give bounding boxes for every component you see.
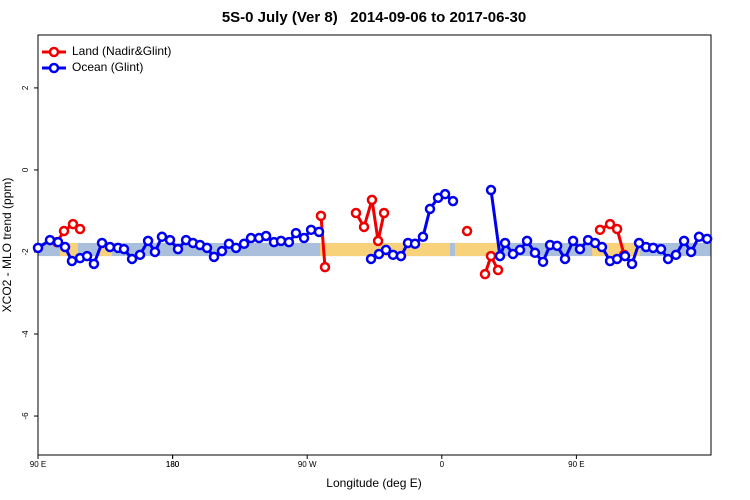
data-point <box>662 253 674 265</box>
data-point <box>298 232 310 244</box>
data-point <box>208 251 220 263</box>
data-point <box>365 253 377 265</box>
data-point <box>594 224 606 236</box>
y-axis-label: XCO2 - MLO trend (ppm) <box>0 178 14 313</box>
data-point <box>596 241 608 253</box>
data-point <box>567 235 579 247</box>
y-tick-label: -2 <box>21 248 30 256</box>
data-point <box>44 234 56 246</box>
data-point <box>290 227 302 239</box>
data-point <box>701 233 713 245</box>
data-point <box>118 243 130 255</box>
data-point <box>424 203 436 215</box>
data-point <box>372 235 384 247</box>
x-tick-label: 90 W <box>298 460 317 469</box>
data-point <box>230 242 242 254</box>
data-point <box>611 223 623 235</box>
data-point <box>350 207 362 219</box>
data-point <box>366 194 378 206</box>
y-tick-label: 2 <box>21 85 30 90</box>
data-point <box>380 244 392 256</box>
y-tick-label: 0 <box>21 167 30 172</box>
data-point <box>494 250 506 262</box>
data-point <box>88 258 100 270</box>
data-point <box>670 249 682 261</box>
data-point <box>104 241 116 253</box>
data-point <box>479 268 491 280</box>
data-point <box>678 235 690 247</box>
data-point <box>319 261 331 273</box>
data-point <box>149 246 161 258</box>
data-point <box>447 195 459 207</box>
data-point <box>693 231 705 243</box>
data-point <box>74 223 86 235</box>
x-tick-label: 180 <box>166 460 180 469</box>
data-point <box>52 236 64 248</box>
data-point <box>59 241 71 253</box>
data-point <box>439 188 451 200</box>
legend-label: Land (Nadir&Glint) <box>72 44 171 58</box>
data-point <box>164 234 176 246</box>
data-point <box>647 242 659 254</box>
data-point <box>275 235 287 247</box>
data-point <box>417 231 429 243</box>
data-point <box>499 237 511 249</box>
legend-marker <box>48 46 60 58</box>
data-point <box>260 230 272 242</box>
data-point <box>313 226 325 238</box>
y-tick-label: -4 <box>21 330 30 338</box>
data-point <box>655 243 667 255</box>
data-point <box>134 249 146 261</box>
data-point <box>378 207 390 219</box>
data-point <box>126 253 138 265</box>
data-point <box>514 244 526 256</box>
data-point <box>521 235 533 247</box>
x-tick-label: 180 <box>166 460 180 469</box>
x-axis-label: Longitude (deg E) <box>326 476 421 490</box>
data-point <box>537 256 549 268</box>
data-point <box>387 249 399 261</box>
data-point <box>685 246 697 258</box>
chart-title: 5S-0 July (Ver 8) 2014-09-06 to 2017-06-… <box>222 9 526 26</box>
x-tick-label: 90 E <box>30 460 46 469</box>
data-point <box>142 235 154 247</box>
data-point <box>67 218 79 230</box>
data-point <box>96 237 108 249</box>
x-tick-label: 90 E <box>568 460 584 469</box>
data-point <box>409 238 421 250</box>
data-point <box>619 250 631 262</box>
data-point <box>395 250 407 262</box>
legend-label: Ocean (Glint) <box>72 60 143 74</box>
data-point <box>66 255 78 267</box>
x-tick-label: 0 <box>440 460 445 469</box>
data-point <box>315 210 327 222</box>
data-point <box>559 253 571 265</box>
y-tick-label: -6 <box>21 412 30 420</box>
data-point <box>461 225 473 237</box>
data-point <box>485 250 497 262</box>
data-point <box>529 247 541 259</box>
data-point <box>81 250 93 262</box>
data-point <box>156 231 168 243</box>
data-point <box>238 238 250 250</box>
data-point <box>216 245 228 257</box>
data-point <box>574 243 586 255</box>
data-point <box>201 242 213 254</box>
data-point <box>358 221 370 233</box>
data-point <box>626 258 638 270</box>
data-point <box>172 243 184 255</box>
data-point <box>604 218 616 230</box>
legend-marker <box>48 62 60 74</box>
data-point <box>245 232 257 244</box>
data-point <box>485 184 497 196</box>
data-point <box>492 264 504 276</box>
data-point <box>58 225 70 237</box>
data-point <box>551 240 563 252</box>
data-point <box>283 236 295 248</box>
data-point <box>32 242 44 254</box>
